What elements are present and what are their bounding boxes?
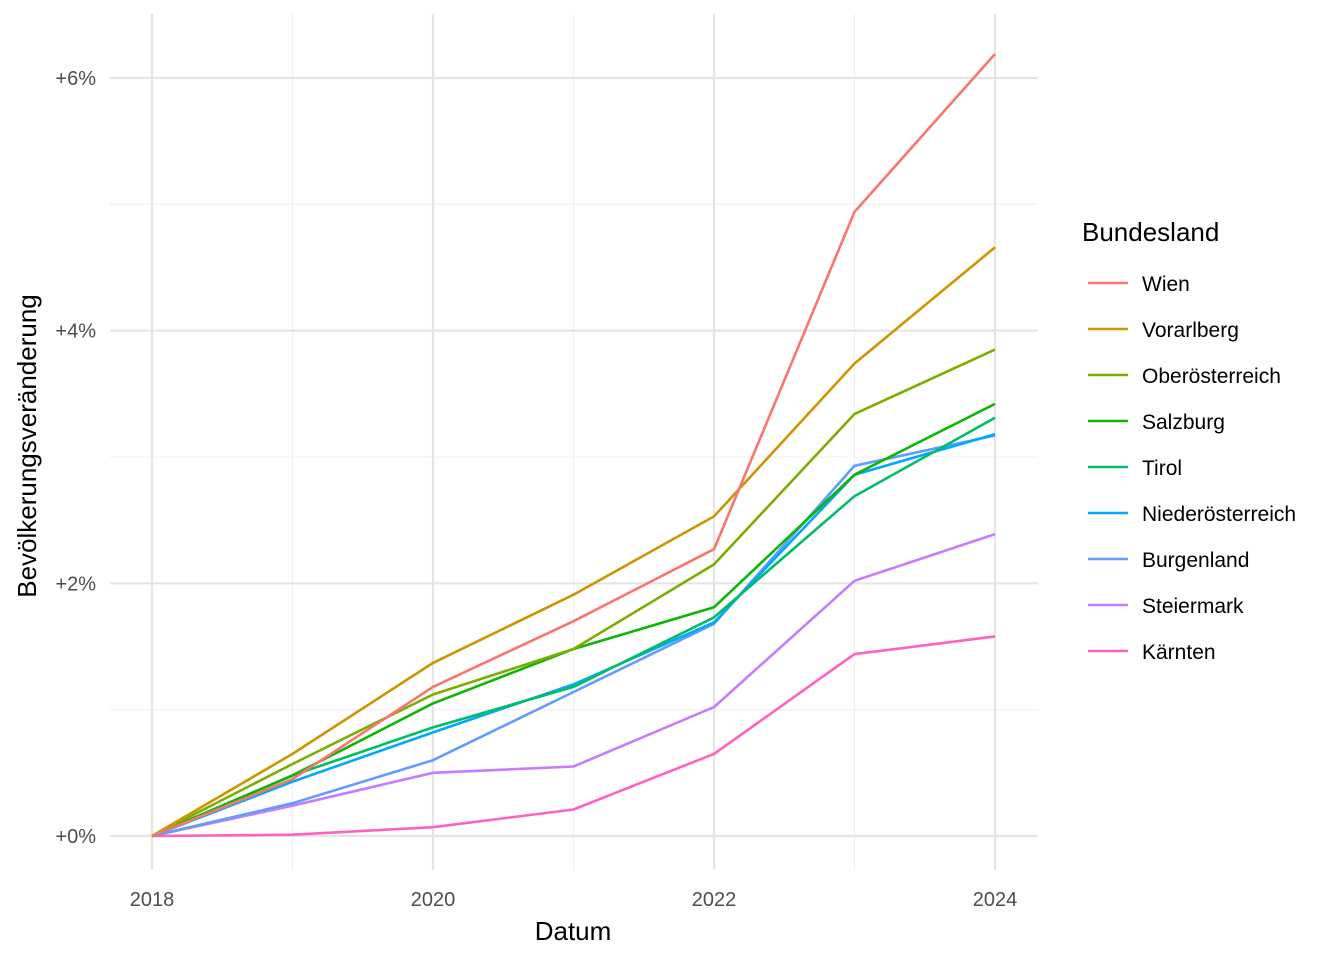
legend-item: Vorarlberg bbox=[1088, 319, 1239, 342]
y-tick-label: +0% bbox=[55, 826, 96, 848]
legend-item: Wien bbox=[1088, 273, 1190, 296]
legend-item: Oberösterreich bbox=[1088, 365, 1281, 388]
series-line-steiermark bbox=[151, 532, 996, 838]
x-axis-ticks: 2018 2020 2022 2024 bbox=[130, 889, 1018, 911]
series-line-oberösterreich bbox=[151, 348, 996, 838]
legend-label: Steiermark bbox=[1142, 595, 1244, 618]
series-line-burgenland bbox=[151, 434, 996, 838]
series-line-wien bbox=[151, 53, 996, 838]
legend-item: Salzburg bbox=[1088, 411, 1225, 434]
y-tick-label: +4% bbox=[55, 321, 96, 343]
y-tick-label: +6% bbox=[55, 68, 96, 90]
legend-item: Steiermark bbox=[1088, 595, 1244, 618]
x-tick-label: 2018 bbox=[130, 889, 175, 911]
y-tick-label: +2% bbox=[55, 573, 96, 595]
legend-label: Oberösterreich bbox=[1142, 365, 1281, 388]
y-axis-title: Bevölkerungsveränderung bbox=[12, 294, 42, 598]
legend-title: Bundesland bbox=[1082, 217, 1219, 247]
x-tick-label: 2022 bbox=[692, 889, 737, 911]
legend-label: Niederösterreich bbox=[1142, 503, 1296, 526]
x-axis-title: Datum bbox=[535, 916, 612, 946]
y-axis-ticks: +0% +2% +4% +6% bbox=[55, 68, 96, 848]
series-lines bbox=[151, 53, 996, 838]
series-line-vorarlberg bbox=[151, 246, 996, 838]
x-tick-label: 2020 bbox=[411, 889, 456, 911]
legend-item: Burgenland bbox=[1088, 549, 1249, 572]
x-tick-label: 2024 bbox=[973, 889, 1018, 911]
legend-item: Kärnten bbox=[1088, 641, 1216, 664]
legend-item: Tirol bbox=[1088, 457, 1182, 480]
legend-item: Niederösterreich bbox=[1088, 503, 1296, 526]
legend-label: Kärnten bbox=[1142, 641, 1216, 664]
legend-label: Burgenland bbox=[1142, 549, 1249, 572]
legend-items: Wien Vorarlberg Oberösterreich Salzburg Tiro… bbox=[1088, 273, 1296, 664]
grid bbox=[110, 14, 1038, 870]
legend-label: Salzburg bbox=[1142, 411, 1225, 434]
legend-label: Wien bbox=[1142, 273, 1190, 296]
series-line-kärnten bbox=[151, 635, 996, 838]
legend-label: Vorarlberg bbox=[1142, 319, 1239, 342]
legend-label: Tirol bbox=[1142, 457, 1182, 480]
legend: Bundesland Wien Vorarlberg Oberösterreich S… bbox=[1082, 217, 1296, 664]
